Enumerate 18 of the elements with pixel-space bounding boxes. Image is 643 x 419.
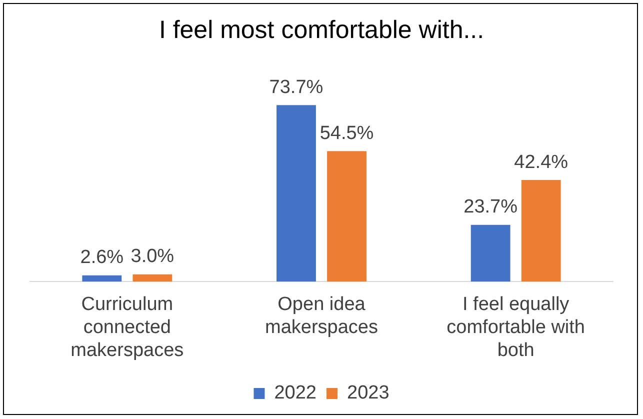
bar [132, 274, 172, 282]
bar [521, 180, 561, 282]
bar [276, 105, 316, 282]
chart-title: I feel most comfortable with... [158, 16, 484, 44]
x-tick-label: Curriculum connected makerspaces [70, 294, 184, 361]
data-label: 2.6% [80, 247, 124, 268]
bar [327, 151, 366, 282]
bar [82, 275, 122, 282]
data-label: 42.4% [514, 152, 568, 173]
legend-label: 2022 [274, 382, 317, 404]
x-tick-label: Open idea makerspaces [265, 294, 378, 338]
data-label: 73.7% [269, 76, 324, 98]
bar [470, 224, 510, 282]
data-label: 23.7% [464, 196, 518, 218]
data-label: 54.5% [320, 122, 374, 144]
legend-label: 2023 [347, 382, 390, 404]
x-tick-label: I feel equally comfortable with both [446, 294, 586, 361]
data-label: 3.0% [130, 246, 174, 268]
